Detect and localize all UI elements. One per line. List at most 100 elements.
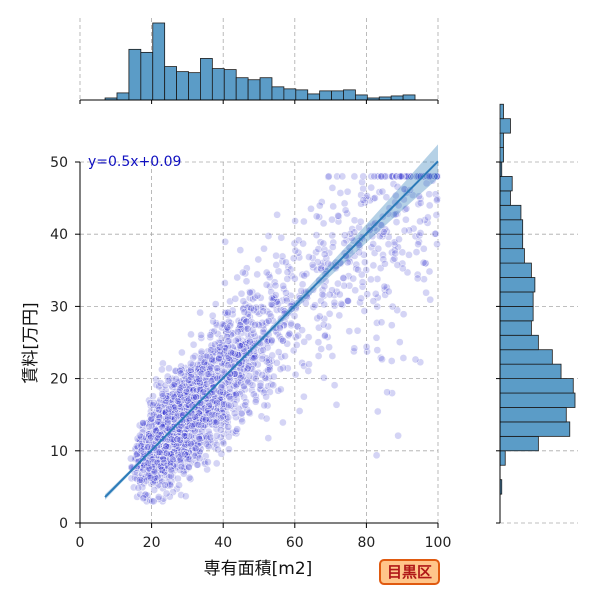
data-point [169, 455, 177, 464]
data-point [236, 321, 244, 329]
data-point [273, 359, 281, 367]
data-point [203, 370, 212, 379]
data-point [320, 250, 329, 259]
data-point [271, 291, 280, 299]
data-point [149, 497, 158, 506]
data-point [391, 249, 400, 258]
data-point [208, 311, 217, 320]
data-point [416, 229, 425, 237]
data-point [359, 172, 368, 181]
data-point [149, 392, 157, 401]
data-point [138, 483, 147, 492]
data-point [295, 407, 304, 415]
data-point [207, 377, 216, 385]
data-point [175, 481, 183, 490]
data-point [290, 312, 299, 320]
data-point [298, 326, 306, 334]
data-point [299, 239, 307, 248]
data-point [264, 232, 273, 240]
data-point [253, 270, 262, 279]
data-point [318, 286, 327, 294]
data-point [279, 418, 287, 427]
data-point [338, 172, 347, 181]
data-point [367, 275, 375, 284]
x-marginal-bar [319, 90, 332, 101]
data-point [213, 398, 221, 407]
data-point [136, 475, 144, 484]
data-point [216, 388, 225, 397]
x-axis-label: 専有面積[m2] [204, 559, 313, 579]
data-point [388, 302, 397, 311]
data-point [320, 300, 329, 309]
y-marginal-bar [499, 103, 504, 120]
data-point [402, 215, 410, 224]
data-point [185, 463, 193, 471]
y-marginal-bar [499, 363, 562, 380]
data-point [350, 344, 359, 353]
data-point [144, 459, 153, 468]
data-point [279, 336, 287, 345]
data-point [401, 205, 410, 214]
data-point [174, 474, 182, 483]
data-point [395, 235, 403, 244]
data-point [344, 297, 352, 305]
x-marginal-bar [307, 93, 321, 101]
data-point [372, 333, 381, 342]
data-point [233, 327, 242, 336]
data-point [373, 302, 382, 311]
data-point [242, 277, 251, 286]
data-point [243, 364, 252, 373]
data-point [274, 348, 283, 356]
x-marginal-bar [128, 48, 142, 101]
x-tick-label: 80 [357, 535, 375, 551]
data-point [281, 352, 289, 360]
data-point [214, 445, 222, 454]
data-point [273, 210, 281, 219]
data-point [289, 254, 298, 263]
data-point [260, 401, 269, 410]
data-point [341, 206, 350, 215]
data-point [295, 253, 304, 262]
data-point [250, 353, 259, 362]
data-point [264, 270, 273, 279]
data-point [167, 466, 175, 474]
data-point [412, 248, 421, 256]
data-point [334, 211, 342, 220]
data-point [300, 271, 309, 280]
data-point [191, 413, 200, 421]
data-point [388, 389, 396, 397]
y-marginal-bar [499, 176, 513, 192]
data-point [187, 373, 195, 381]
data-point [340, 231, 349, 240]
data-point [375, 188, 384, 196]
y-marginal-bar [499, 248, 525, 264]
data-point [300, 392, 308, 401]
data-point [387, 321, 396, 330]
y-marginal-bar [499, 277, 536, 293]
y-marginal-bar [499, 233, 524, 250]
data-point [320, 373, 328, 382]
data-point [330, 381, 339, 390]
data-point [315, 312, 324, 321]
data-point [317, 345, 326, 353]
data-point [374, 244, 383, 253]
data-point [399, 354, 408, 362]
data-point [419, 244, 428, 253]
data-point [384, 240, 393, 249]
data-point [164, 376, 173, 385]
data-point [148, 401, 157, 409]
data-point [389, 180, 398, 188]
data-point [345, 327, 354, 336]
data-point [282, 294, 291, 303]
y-tick-label: 40 [50, 227, 68, 243]
data-point [253, 291, 262, 300]
data-point [373, 346, 382, 354]
data-point [195, 454, 204, 463]
data-point [291, 246, 300, 255]
data-point [204, 458, 212, 466]
data-point [154, 417, 163, 426]
data-point [350, 172, 359, 181]
y-marginal-bar [499, 378, 574, 394]
data-point [349, 274, 358, 283]
x-marginal-bar [223, 69, 237, 101]
